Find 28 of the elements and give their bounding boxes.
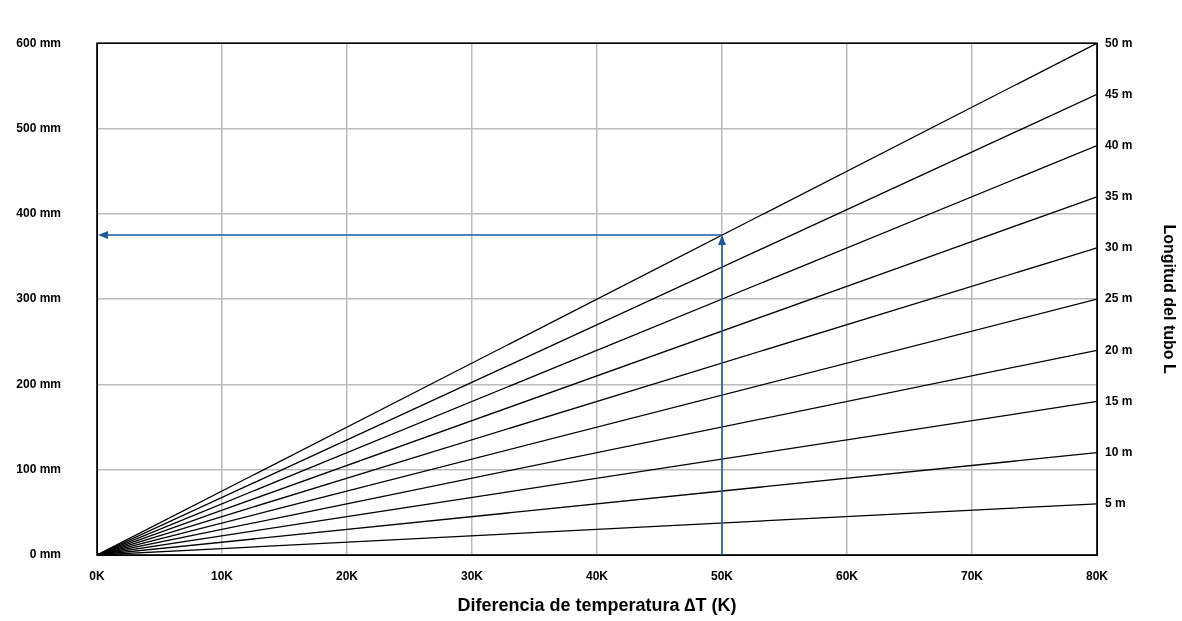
y-tick-label: 400 mm <box>16 206 61 221</box>
x-tick-label: 60K <box>835 568 859 583</box>
series-label: 50 m <box>1105 35 1133 50</box>
series-label: 5 m <box>1105 496 1126 511</box>
x-tick-label: 10K <box>210 568 234 583</box>
series-label: 30 m <box>1105 240 1133 255</box>
y-tick-label: 200 mm <box>16 376 61 391</box>
series-label: 15 m <box>1105 393 1133 408</box>
x-tick-label: 0K <box>89 568 105 583</box>
series-label: 40 m <box>1105 137 1133 152</box>
y-tick-label: 500 mm <box>16 120 61 135</box>
series-label: 45 m <box>1105 86 1133 101</box>
x-axis-title: Diferencia de temperatura ∆T (K) <box>457 595 737 616</box>
x-tick-label: 20K <box>335 568 359 583</box>
x-tick-label: 30K <box>460 568 484 583</box>
x-tick-label: 50K <box>710 568 734 583</box>
series-label: 10 m <box>1105 444 1133 459</box>
x-tick-label: 80K <box>1085 568 1109 583</box>
series-label: 20 m <box>1105 342 1133 357</box>
series-label: 25 m <box>1105 291 1133 306</box>
y-tick-label: 300 mm <box>16 291 61 306</box>
y-tick-label: 0 mm <box>29 547 61 562</box>
y-tick-label: 100 mm <box>16 462 61 477</box>
series-label: 35 m <box>1105 189 1133 204</box>
y2-axis-title: Longitud del tubo L <box>1160 224 1178 374</box>
x-tick-label: 40K <box>585 568 609 583</box>
x-tick-label: 70K <box>960 568 984 583</box>
y-tick-label: 600 mm <box>16 35 61 50</box>
